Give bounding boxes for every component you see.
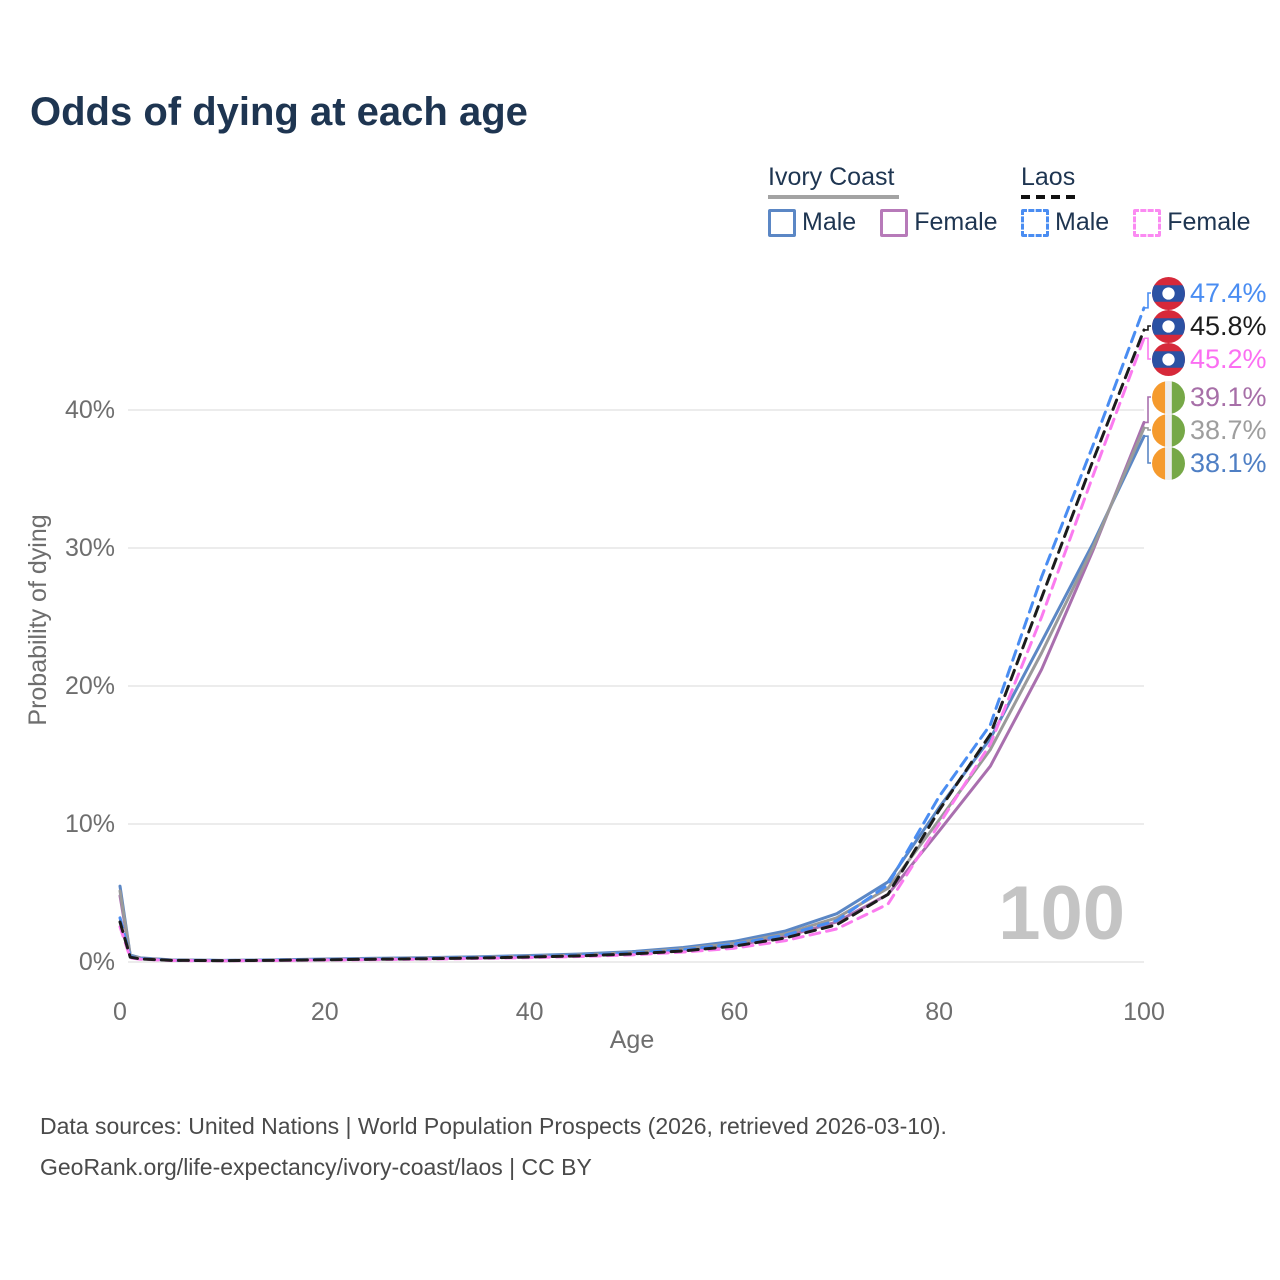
legend-group-title-laos: Laos [1021, 163, 1076, 191]
end-label-connector-ivory-coast-average [1144, 427, 1151, 431]
age-indicator: 100 [998, 871, 1125, 956]
legend-checkbox-laos-female[interactable] [1133, 208, 1162, 237]
end-label-laos-average: 45.8% [1152, 309, 1267, 343]
end-label-connector-laos-male [1144, 292, 1151, 309]
end-label-laos-female: 45.2% [1152, 342, 1267, 376]
end-label-laos-male: 47.4% [1152, 276, 1267, 310]
end-label-value-ivory-coast-female: 39.1% [1190, 381, 1267, 412]
y-axis-label: Probability of dying [24, 514, 52, 725]
legend-label-ivory-coast-female[interactable]: Female [914, 208, 998, 236]
x-tick-40: 40 [516, 998, 544, 1026]
legend-label-ivory-coast-male[interactable]: Male [802, 208, 857, 236]
series-line-laos-average[interactable] [118, 328, 1146, 963]
laos-flag-icon [1152, 342, 1185, 376]
x-tick-80: 80 [925, 998, 953, 1026]
x-tick-20: 20 [311, 998, 339, 1026]
ivory-coast-flag-icon [1152, 446, 1185, 480]
laos-dashed-line-swatch [1021, 195, 1075, 199]
end-label-value-laos-female: 45.2% [1190, 343, 1267, 374]
ivory-coast-flag-icon [1152, 380, 1185, 414]
end-label-ivory-coast-female: 39.1% [1152, 380, 1267, 414]
x-tick-0: 0 [113, 998, 127, 1026]
footer-attribution: GeoRank.org/life-expectancy/ivory-coast/… [40, 1154, 592, 1180]
legend-checkbox-ivory-coast-male[interactable] [768, 208, 796, 237]
x-tick-100: 100 [1123, 998, 1165, 1026]
end-label-value-ivory-coast-male: 38.1% [1190, 447, 1267, 478]
series-line-laos-male[interactable] [118, 306, 1146, 962]
x-tick-60: 60 [720, 998, 748, 1026]
legend-group-laos: Laos Male Female [1021, 163, 1275, 237]
end-label-ivory-coast-average: 38.7% [1152, 413, 1267, 447]
page-title: Odds of dying at each age [30, 90, 528, 134]
end-label-connector-laos-average [1144, 325, 1151, 331]
end-label-ivory-coast-male: 38.1% [1152, 446, 1267, 480]
y-tick-0%: 0% [79, 948, 115, 976]
footer: Data sources: United Nations | World Pop… [40, 1106, 947, 1188]
y-tick-20%: 20% [65, 672, 115, 700]
laos-flag-icon [1152, 276, 1185, 310]
y-tick-30%: 30% [65, 534, 115, 562]
footer-data-sources: Data sources: United Nations | World Pop… [40, 1113, 947, 1139]
ivory-coast-flag-icon [1152, 413, 1185, 447]
legend-label-laos-female[interactable]: Female [1167, 208, 1251, 236]
end-label-connector-ivory-coast-male [1144, 435, 1151, 464]
end-label-value-laos-average: 45.8% [1190, 310, 1267, 341]
laos-flag-icon [1152, 309, 1185, 343]
legend-group-title-ivory-coast: Ivory Coast [768, 163, 895, 191]
end-label-value-laos-male: 47.4% [1190, 277, 1267, 308]
y-tick-40%: 40% [65, 396, 115, 424]
legend-checkbox-laos-male[interactable] [1021, 208, 1049, 237]
ivory-coast-solid-line-swatch [768, 195, 899, 199]
legend-group-ivory-coast: Ivory Coast Male Female [768, 163, 1022, 237]
series-line-laos-female[interactable] [118, 336, 1146, 963]
end-label-value-ivory-coast-average: 38.7% [1190, 414, 1267, 445]
legend-label-laos-male[interactable]: Male [1055, 208, 1110, 236]
end-label-connector-ivory-coast-female [1144, 396, 1151, 424]
y-tick-10%: 10% [65, 810, 115, 838]
legend-checkbox-ivory-coast-female[interactable] [880, 208, 909, 237]
end-label-connector-laos-female [1144, 337, 1151, 360]
x-axis-label: Age [610, 1026, 654, 1054]
